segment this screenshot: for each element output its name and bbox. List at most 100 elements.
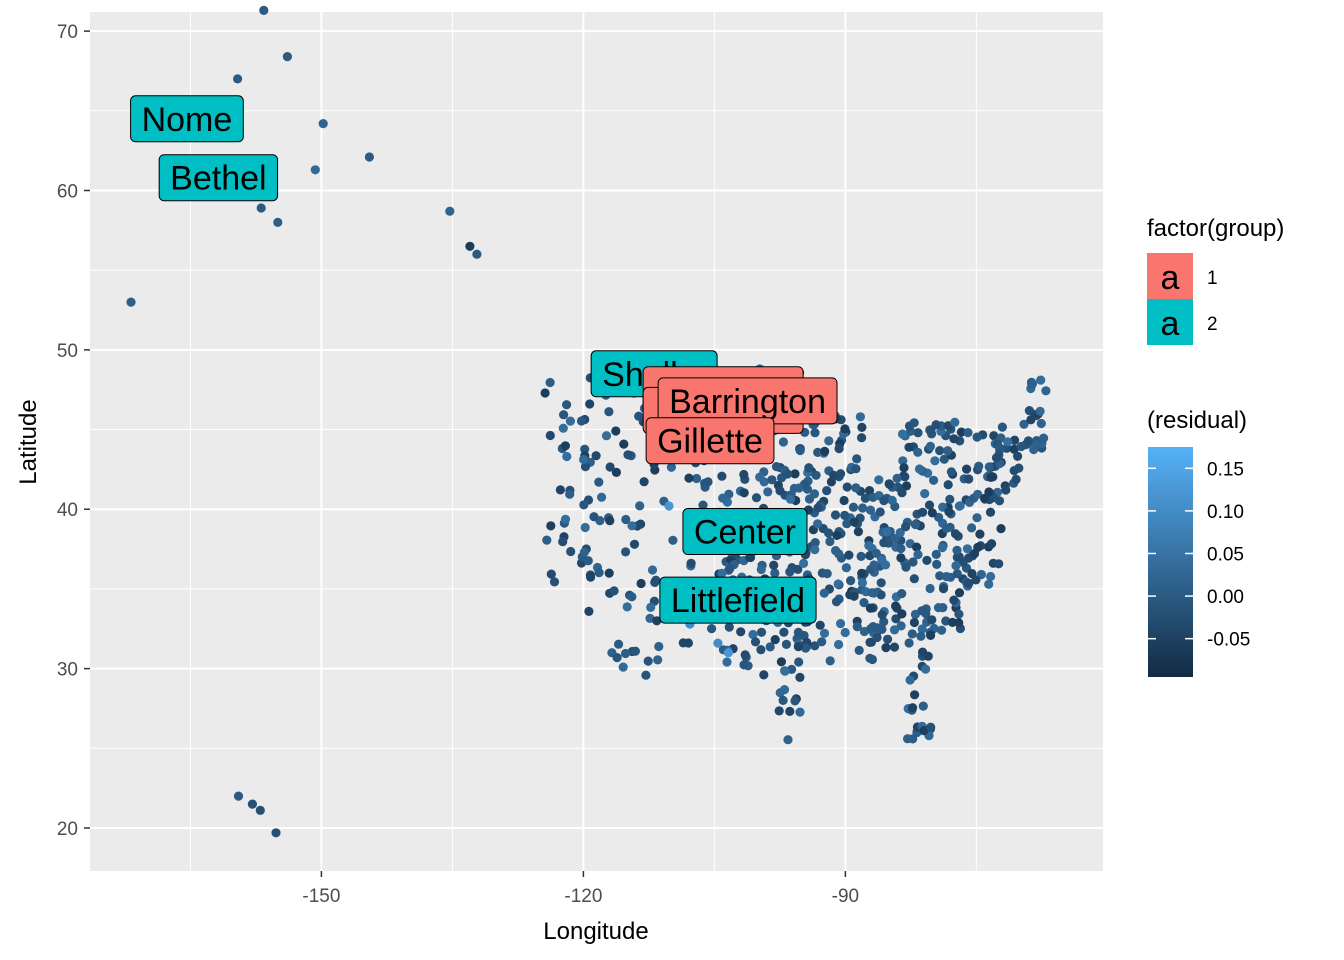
city-labels: NomeBethelShelbyBarringtonGilletteCenter… — [130, 95, 838, 624]
color-bar-ticks: -0.05 0.00 0.05 0.10 0.15 — [1148, 459, 1250, 651]
data-points — [126, 5, 1051, 838]
city-label-text: Center — [694, 514, 796, 552]
data-point — [889, 642, 900, 652]
data-point — [790, 469, 800, 479]
city-label: Barrington — [657, 377, 838, 425]
data-point — [986, 472, 996, 482]
x-tick-label: -120 — [564, 886, 602, 907]
data-point — [834, 549, 844, 559]
data-point — [707, 624, 717, 634]
data-point — [605, 462, 615, 472]
data-point — [950, 529, 961, 539]
color-bar-label: 0.15 — [1207, 459, 1244, 480]
data-point — [259, 5, 269, 16]
data-point — [795, 445, 805, 456]
data-point — [793, 564, 803, 575]
data-point — [943, 480, 953, 490]
data-point — [951, 561, 961, 571]
data-point — [825, 656, 835, 666]
data-point — [937, 543, 948, 553]
data-point — [918, 647, 928, 657]
data-point — [987, 539, 997, 549]
data-point — [810, 641, 820, 651]
data-point — [623, 450, 633, 460]
data-point — [586, 572, 596, 582]
data-point — [836, 469, 846, 479]
data-point — [917, 606, 927, 616]
data-point — [611, 467, 622, 477]
data-point — [1035, 406, 1045, 416]
data-point — [913, 550, 923, 560]
data-point — [785, 706, 795, 717]
data-point — [739, 469, 749, 480]
data-point — [908, 703, 918, 713]
data-point — [1010, 435, 1020, 445]
data-point — [794, 657, 804, 667]
data-point — [540, 388, 550, 398]
x-tick-label: -90 — [832, 886, 859, 907]
color-bar-label: -0.05 — [1207, 630, 1250, 651]
data-point — [962, 544, 973, 554]
data-point — [872, 632, 882, 643]
data-point — [935, 571, 945, 581]
data-point — [1039, 433, 1049, 443]
city-label-box — [659, 576, 817, 624]
city-label-text: Gillette — [657, 423, 763, 461]
city-label: Littlefield — [659, 576, 817, 624]
data-point — [620, 648, 631, 659]
data-point — [813, 503, 823, 513]
city-label-text: Barrington — [669, 383, 826, 421]
data-point — [585, 399, 595, 409]
data-point — [684, 473, 694, 483]
data-point — [1016, 441, 1026, 452]
fill-legend-key-glyph: a — [1161, 259, 1180, 297]
city-label-text: Bethel — [170, 160, 266, 198]
data-point — [905, 675, 915, 685]
city-label-text: Littlefield — [671, 582, 805, 620]
data-point — [1029, 444, 1039, 455]
data-point — [255, 805, 265, 816]
data-point — [1019, 419, 1029, 429]
data-point — [810, 538, 820, 548]
data-point — [654, 641, 664, 652]
x-axis-title: Longitude — [543, 918, 648, 945]
data-point — [621, 514, 631, 525]
color-bar-label: 0.05 — [1207, 544, 1244, 565]
data-point — [974, 461, 984, 471]
data-point — [952, 569, 962, 579]
data-point — [822, 486, 832, 496]
data-point — [995, 443, 1005, 453]
data-point — [913, 428, 923, 438]
data-point — [919, 726, 929, 736]
data-point — [233, 791, 244, 801]
data-point — [846, 576, 856, 586]
data-point — [896, 543, 906, 554]
data-point — [972, 513, 982, 523]
data-point — [627, 521, 637, 531]
data-point — [939, 454, 949, 464]
data-point — [889, 625, 900, 635]
data-point — [609, 586, 619, 596]
major-gridlines — [90, 12, 1103, 871]
data-point — [852, 454, 862, 464]
data-point — [867, 588, 877, 598]
data-point — [926, 630, 936, 641]
data-point — [963, 428, 973, 438]
fill-legend-keys: a 1 a 2 — [1147, 253, 1218, 345]
data-point — [955, 501, 965, 511]
data-point — [909, 574, 919, 584]
data-point — [849, 517, 860, 527]
data-point — [627, 592, 637, 602]
data-point — [865, 603, 876, 613]
data-point — [899, 463, 909, 473]
data-point — [956, 427, 967, 437]
data-point — [605, 516, 615, 526]
data-point — [918, 701, 928, 711]
city-label-box — [130, 95, 244, 143]
data-point — [566, 546, 576, 557]
data-point — [778, 437, 789, 447]
data-point — [921, 664, 931, 674]
x-tick-label: -150 — [302, 886, 340, 907]
data-point — [910, 690, 920, 700]
data-point — [810, 428, 820, 438]
